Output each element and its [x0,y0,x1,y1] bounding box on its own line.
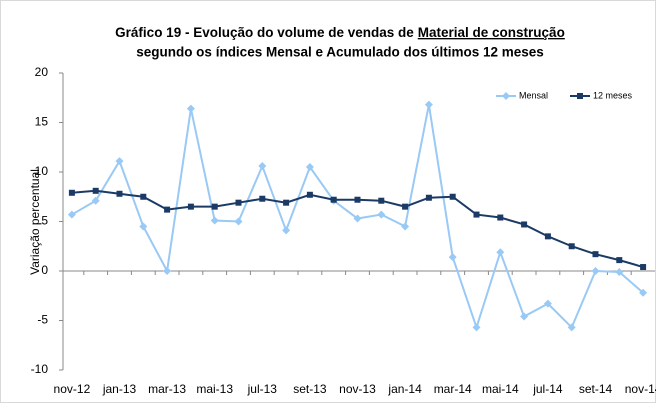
y-tick-label: 0 [41,263,48,277]
point [234,217,243,226]
point [543,299,552,308]
point [67,210,76,219]
point [640,264,647,271]
point [305,163,314,172]
point [258,162,267,171]
x-tick-label: nov-14 [625,382,656,396]
point [186,104,195,113]
point [401,222,410,231]
point [116,190,123,197]
point [473,211,480,218]
point [115,157,124,166]
point [448,253,457,262]
point [235,199,242,206]
point [424,100,433,109]
y-tick-label: 20 [35,65,49,79]
point [568,243,575,250]
x-tick-label: jan-13 [102,382,137,396]
point [68,189,75,196]
x-tick-label: jul-14 [532,382,563,396]
point [211,203,218,210]
x-tick-label: mai-14 [482,382,519,396]
point [283,199,290,206]
point [496,248,505,257]
y-tick-label: 5 [41,214,48,228]
legend-marker [577,93,583,99]
point [497,214,504,221]
x-tick-label: mar-14 [434,382,472,396]
point [259,195,266,202]
point [402,203,409,210]
x-tick-label: jan-14 [387,382,422,396]
y-tick-label: -5 [37,313,48,327]
legend-label: 12 meses [593,90,633,100]
chart-subtitle: segundo os índices Mensal e Acumulado do… [136,45,544,60]
legend-marker [502,92,510,100]
x-tick-label: mar-13 [148,382,186,396]
point [139,222,148,231]
point [425,194,432,201]
point [282,226,291,235]
point [615,267,624,276]
point [521,221,528,228]
point [591,267,600,275]
y-tick-label: -10 [31,362,49,376]
point [210,216,219,225]
legend-label: Mensal [519,90,548,100]
title-part: Gráfico 19 - Evolução do volume de venda… [115,25,414,40]
point [306,191,313,198]
point [91,196,100,205]
chart-title: Gráfico 19 - Evolução do volume de venda… [115,25,565,40]
point [140,193,147,200]
x-tick-label: set-14 [579,382,613,396]
x-tick-label: mai-13 [196,382,233,396]
y-axis-label: Variação percentual [28,169,42,275]
point [616,257,623,264]
point [354,196,361,203]
point [567,323,576,332]
point [639,288,648,297]
title-underlined: Material de construção [418,25,565,40]
x-tick-label: jul-13 [247,382,278,396]
point [377,210,386,219]
point [592,251,599,258]
point [472,323,481,332]
point [163,267,172,275]
point [92,187,99,194]
point [353,214,362,223]
point [330,196,337,203]
point [520,312,529,321]
point [187,203,194,210]
x-tick-label: nov-12 [54,382,91,396]
point [544,233,551,240]
point [449,193,456,200]
x-tick-label: set-13 [293,382,327,396]
point [378,197,385,204]
y-tick-label: 15 [35,115,49,129]
point [164,206,171,213]
y-tick-label: 10 [35,164,49,178]
x-tick-label: nov-13 [339,382,376,396]
